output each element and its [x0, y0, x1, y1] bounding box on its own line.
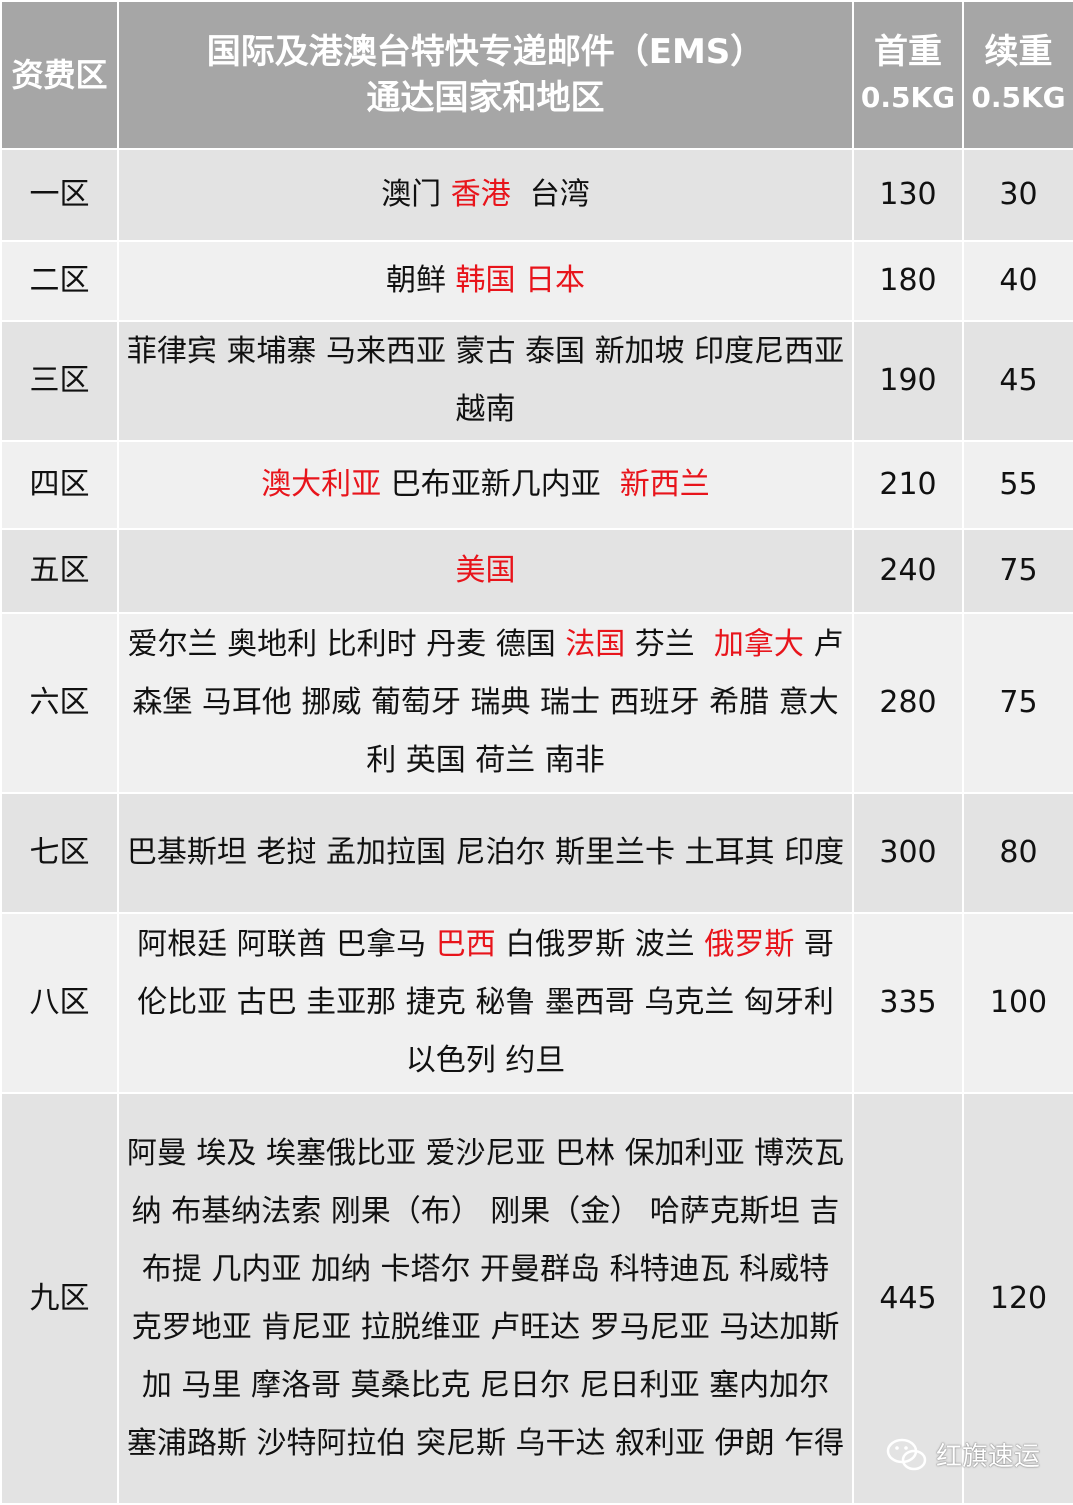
- countries-cell: 阿根廷 阿联酋 巴拿马 巴西 白俄罗斯 波兰 俄罗斯 哥伦比亚 古巴 圭亚那 捷…: [117, 912, 854, 1094]
- table-row: 四区 澳大利亚 巴布亚新几内亚 新西兰 210 55: [0, 440, 1073, 530]
- zone-cell: 五区: [0, 528, 119, 614]
- zone-cell: 九区: [0, 1092, 119, 1505]
- first-weight-unit: 0.5KG: [860, 81, 956, 114]
- country-text: 白俄罗斯 波兰: [495, 927, 705, 962]
- first-weight-price: 210: [852, 440, 964, 530]
- countries-header-line1: 国际及港澳台特快专递邮件（EMS）: [206, 32, 765, 72]
- countries-cell: 澳门 香港 台湾: [117, 148, 854, 242]
- table-row: 九区 阿曼 埃及 埃塞俄比亚 爱沙尼亚 巴林 保加利亚 博茨瓦纳 布基纳法索 刚果…: [0, 1092, 1073, 1505]
- first-weight-price: 445: [852, 1092, 964, 1505]
- first-weight-label: 首重: [874, 32, 942, 72]
- first-weight-price: 180: [852, 240, 964, 322]
- highlighted-country: 俄罗斯: [704, 927, 795, 962]
- country-text: 澳门: [381, 177, 451, 212]
- table-row: 六区 爱尔兰 奥地利 比利时 丹麦 德国 法国 芬兰 加拿大 卢森堡 马耳他 挪威…: [0, 612, 1073, 794]
- country-text: 卢森堡 马耳他 挪威 葡萄牙 瑞典 瑞士 西班牙 希腊 意大利 英国 荷兰 南非: [132, 627, 844, 778]
- highlighted-country: 美国: [455, 553, 516, 588]
- first-weight-price: 300: [852, 792, 964, 914]
- header-row: 资费区 国际及港澳台特快专递邮件（EMS） 通达国家和地区 首重 0.5KG 续…: [0, 0, 1073, 150]
- extra-weight-price: 75: [962, 612, 1073, 794]
- first-weight-price: 240: [852, 528, 964, 614]
- zone-header: 资费区: [0, 0, 119, 150]
- watermark-text: 红旗速运: [936, 1442, 1041, 1472]
- highlighted-country: 巴西: [435, 927, 496, 962]
- country-text: 朝鲜: [385, 263, 456, 298]
- zone-cell: 四区: [0, 440, 119, 530]
- countries-cell: 朝鲜 韩国 日本: [117, 240, 854, 322]
- country-text: 爱尔兰 奥地利 比利时 丹麦 德国: [127, 627, 566, 662]
- highlighted-country: 法国: [565, 627, 626, 662]
- table-row: 三区 菲律宾 柬埔寨 马来西亚 蒙古 泰国 新加坡 印度尼西亚 越南 190 45: [0, 320, 1073, 442]
- extra-weight-price: 40: [962, 240, 1073, 322]
- highlighted-country: 澳大利亚: [261, 467, 382, 502]
- countries-cell: 爱尔兰 奥地利 比利时 丹麦 德国 法国 芬兰 加拿大 卢森堡 马耳他 挪威 葡…: [117, 612, 854, 794]
- extra-weight-price: 45: [962, 320, 1073, 442]
- country-text: 哥伦比亚 古巴 圭亚那 捷克 秘鲁 墨西哥 乌克兰 匈牙利 以色列 约旦: [137, 927, 844, 1078]
- country-text: 阿根廷 阿联酋 巴拿马: [137, 927, 436, 962]
- zone-cell: 六区: [0, 612, 119, 794]
- zone-cell: 八区: [0, 912, 119, 1094]
- extra-weight-price: 55: [962, 440, 1073, 530]
- country-text: 芬兰: [625, 627, 714, 662]
- zone-cell: 一区: [0, 148, 119, 242]
- zone-cell: 七区: [0, 792, 119, 914]
- countries-cell: 巴基斯坦 老挝 孟加拉国 尼泊尔 斯里兰卡 土耳其 印度: [117, 792, 854, 914]
- extra-weight-price: 100: [962, 912, 1073, 1094]
- country-text: 巴基斯坦 老挝 孟加拉国 尼泊尔 斯里兰卡 土耳其 印度: [126, 835, 845, 870]
- first-weight-price: 130: [852, 148, 964, 242]
- countries-cell: 澳大利亚 巴布亚新几内亚 新西兰: [117, 440, 854, 530]
- extra-weight-label: 续重: [984, 32, 1053, 72]
- country-text: 菲律宾 柬埔寨 马来西亚 蒙古 泰国 新加坡 印度尼西亚 越南: [126, 334, 854, 427]
- table-row: 七区 巴基斯坦 老挝 孟加拉国 尼泊尔 斯里兰卡 土耳其 印度 300 80: [0, 792, 1073, 914]
- countries-cell: 阿曼 埃及 埃塞俄比亚 爱沙尼亚 巴林 保加利亚 博茨瓦纳 布基纳法索 刚果（布…: [117, 1092, 854, 1505]
- countries-header: 国际及港澳台特快专递邮件（EMS） 通达国家和地区: [117, 0, 854, 150]
- country-text: 台湾: [510, 177, 590, 212]
- table-row: 五区 美国 240 75: [0, 528, 1073, 614]
- watermark: 红旗速运: [886, 1436, 1040, 1473]
- countries-cell: 菲律宾 柬埔寨 马来西亚 蒙古 泰国 新加坡 印度尼西亚 越南: [117, 320, 854, 442]
- extra-weight-price: 80: [962, 792, 1073, 914]
- table-row: 八区 阿根廷 阿联酋 巴拿马 巴西 白俄罗斯 波兰 俄罗斯 哥伦比亚 古巴 圭亚那…: [0, 912, 1073, 1094]
- table-row: 二区 朝鲜 韩国 日本 180 40: [0, 240, 1073, 322]
- extra-weight-price: 75: [962, 528, 1073, 614]
- extra-weight-price: 120: [962, 1092, 1073, 1505]
- wechat-icon: [886, 1438, 927, 1470]
- zone-cell: 二区: [0, 240, 119, 322]
- first-weight-price: 190: [852, 320, 964, 442]
- table-row: 一区 澳门 香港 台湾 130 30: [0, 148, 1073, 242]
- countries-cell: 美国: [117, 528, 854, 614]
- first-weight-header: 首重 0.5KG: [852, 0, 964, 150]
- first-weight-price: 280: [852, 612, 964, 794]
- zone-cell: 三区: [0, 320, 119, 442]
- country-text: 巴布亚新几内亚: [381, 467, 620, 502]
- extra-weight-unit: 0.5KG: [971, 81, 1066, 114]
- countries-header-line2: 通达国家和地区: [366, 78, 605, 118]
- extra-weight-header: 续重 0.5KG: [962, 0, 1073, 150]
- country-text: 阿曼 埃及 埃塞俄比亚 爱沙尼亚 巴林 保加利亚 博茨瓦纳 布基纳法索 刚果（布…: [126, 1135, 845, 1461]
- highlighted-country: 加拿大: [713, 627, 804, 662]
- first-weight-price: 335: [852, 912, 964, 1094]
- highlighted-country: 香港: [450, 177, 511, 212]
- highlighted-country: 新西兰: [619, 467, 710, 502]
- extra-weight-price: 30: [962, 148, 1073, 242]
- highlighted-country: 韩国 日本: [455, 263, 586, 298]
